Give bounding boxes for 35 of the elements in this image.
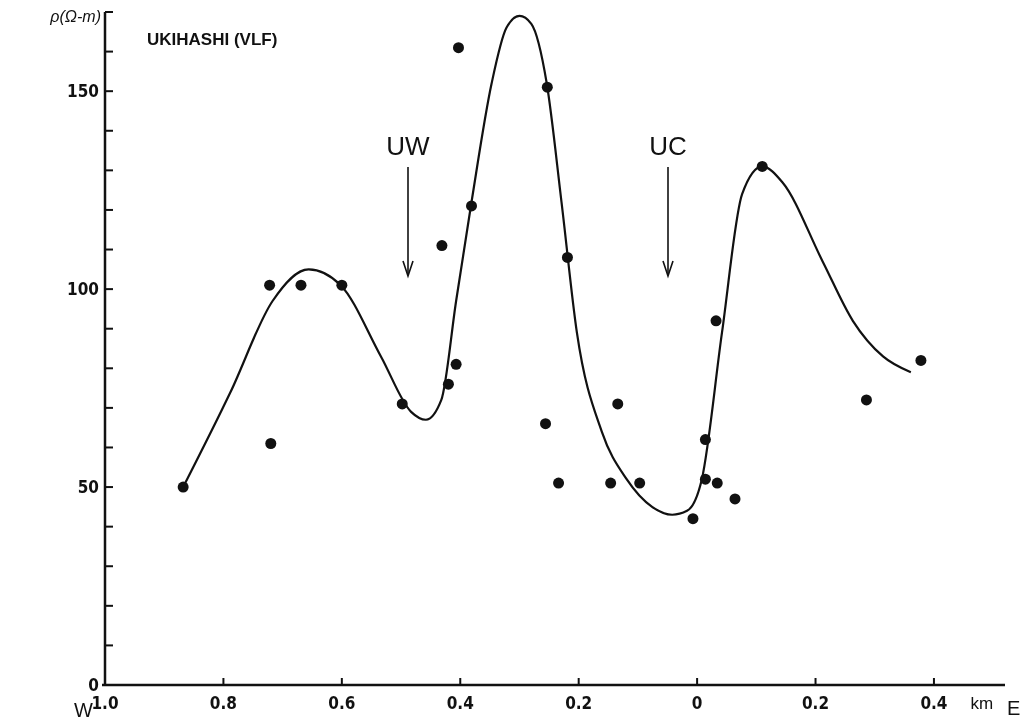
point (553, 477, 565, 489)
point (612, 398, 624, 410)
point (605, 477, 617, 489)
point (450, 358, 462, 370)
x-tick-label: 0.4 (920, 693, 948, 713)
y-tick-label: 0 (88, 675, 99, 695)
point (265, 438, 277, 450)
y-tick-label: 100 (67, 279, 99, 300)
point (860, 394, 872, 406)
point (711, 477, 723, 489)
point (634, 477, 646, 489)
point (540, 418, 552, 430)
x-tick-label: 0.2 (801, 693, 830, 713)
x-tick-label: 0.2 (565, 693, 593, 713)
text: E (1007, 697, 1021, 719)
point (436, 240, 448, 252)
y-axis-title: ρ(Ω-m) (49, 8, 101, 25)
text: UKIHASHI (VLF) (147, 30, 278, 49)
x-axis-title: km (970, 694, 994, 713)
x-tick-label: 0.8 (209, 693, 237, 713)
point (452, 42, 464, 54)
x-tick-label: 0 (691, 693, 703, 713)
point (264, 279, 276, 291)
x-tick-label: 0.4 (446, 693, 474, 713)
annotation: UC (649, 131, 687, 161)
point (295, 279, 307, 291)
point (915, 354, 927, 366)
point (687, 513, 699, 525)
point (710, 315, 722, 327)
x-tick-label: 0.6 (328, 693, 356, 713)
text: W (74, 699, 94, 721)
y-tick-label: 50 (77, 477, 99, 498)
point (729, 493, 741, 505)
y-tick-label: 150 (67, 81, 99, 102)
annotation: UW (386, 131, 431, 161)
